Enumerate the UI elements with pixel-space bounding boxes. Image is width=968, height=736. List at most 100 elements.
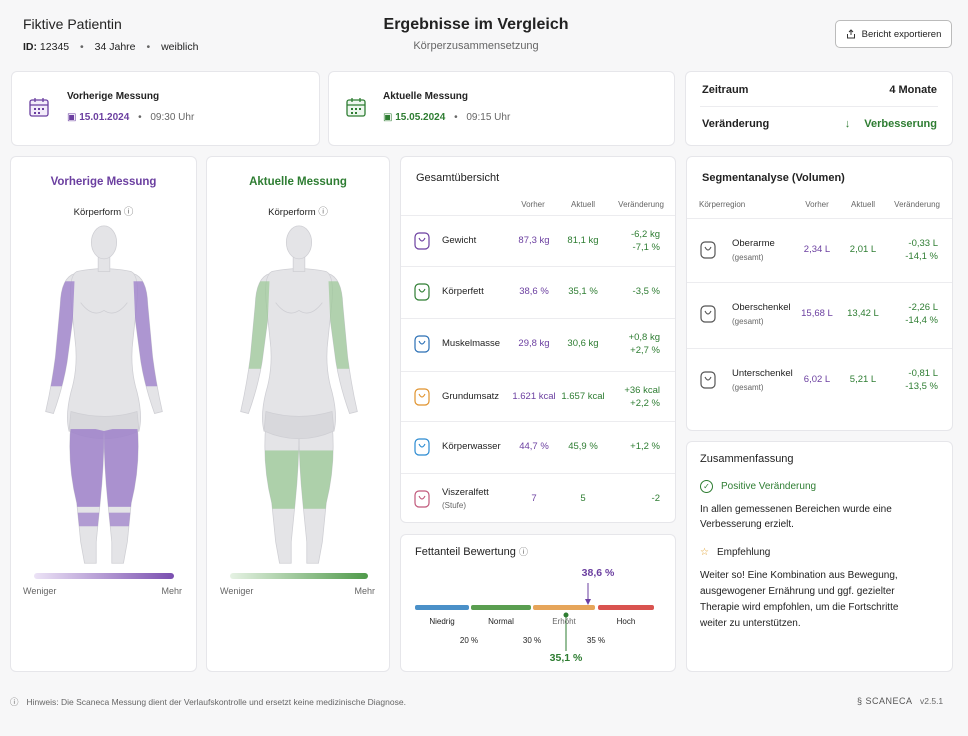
before-value: 15,68 L <box>801 308 833 319</box>
legend-high: Mehr <box>161 586 182 596</box>
summary-card: Zusammenfassung ✓ Positive Veränderung In… <box>686 441 953 672</box>
period-label: Zeitraum <box>702 84 749 96</box>
current-value: 1.657 kcal <box>561 391 605 402</box>
row-divider <box>401 266 675 267</box>
previous-marker-label: 38,6 % <box>581 567 615 579</box>
row-icon <box>700 371 716 389</box>
change-value: -0,81 L <box>908 368 938 379</box>
change-value: -2,26 L <box>908 302 938 313</box>
before-value: 29,8 kg <box>518 338 550 349</box>
patient-name: Fiktive Patientin <box>23 16 122 32</box>
current-label: Aktuelle Messung <box>383 91 469 102</box>
recommendation-title-text: Empfehlung <box>716 547 771 558</box>
body-figure <box>45 225 163 564</box>
summary-title: Zusammenfassung <box>700 453 794 465</box>
column-header: Körperregion <box>699 200 746 209</box>
previous-body-panel: Vorherige Messung Körperform ⓘ Weniger M… <box>10 156 197 672</box>
column-header: Vorher <box>521 200 545 209</box>
legend-high: Mehr <box>354 586 375 596</box>
panel-subtitle-text: Körperform <box>73 207 122 218</box>
previous-datetime: ▣ 15.01.2024 • 09:30 Uhr <box>67 112 195 123</box>
export-button[interactable]: Bericht exportieren <box>835 20 952 48</box>
change-value: ↓ Verbesserung <box>844 118 937 130</box>
previous-label: Vorherige Messung <box>67 91 160 102</box>
id-label: ID: <box>23 41 37 53</box>
before-value: 38,6 % <box>519 286 549 297</box>
metric-name: Muskelmasse <box>442 338 501 349</box>
change-value: +0,8 kg <box>628 331 660 343</box>
overview-title: Gesamtübersicht <box>416 172 500 184</box>
current-datetime: ▣ 15.05.2024 • 09:15 Uhr <box>383 112 511 123</box>
zone-label: Hoch <box>616 617 636 626</box>
metric-name: Körperfett <box>442 286 484 297</box>
row-icon <box>414 388 430 406</box>
before-value: 6,02 L <box>803 374 831 385</box>
zone-bar <box>471 605 531 610</box>
region-sub: (gesamt) <box>732 383 764 392</box>
metric-name: Viszeralfett <box>442 487 489 498</box>
current-date: 15.05.2024 <box>395 112 446 123</box>
current-value: 5,21 L <box>849 374 877 385</box>
version: v2.5.1 <box>920 696 944 706</box>
region-sub: (gesamt) <box>732 317 764 326</box>
change-value: -3,5 % <box>632 286 660 297</box>
segment-title: Segmentanalyse (Volumen) <box>702 172 845 184</box>
current-value: 30,6 kg <box>567 338 599 349</box>
legend-low: Weniger <box>220 586 254 596</box>
row-icon <box>700 305 716 323</box>
current-value: 13,42 L <box>847 308 879 319</box>
before-value: 1.621 kcal <box>512 391 556 402</box>
row-divider <box>401 473 675 474</box>
current-value: 5 <box>580 493 586 504</box>
change-value: +1,2 % <box>630 441 660 452</box>
previous-date: 15.01.2024 <box>79 112 130 123</box>
current-value: 2,01 L <box>849 244 877 255</box>
overview-card: Gesamtübersicht Vorher Aktuell Veränderu… <box>400 156 676 523</box>
change-value: -7,1 % <box>632 241 660 253</box>
before-value: 87,3 kg <box>518 235 550 246</box>
column-header: Veränderung <box>618 200 664 209</box>
fat-scale <box>415 583 654 651</box>
metric-name: Körperwasser <box>442 441 501 452</box>
zone-label: Normal <box>488 617 514 626</box>
change-value: +2,2 % <box>630 397 660 409</box>
recommendation-title: ☆ Empfehlung <box>700 547 771 558</box>
row-divider <box>687 282 952 283</box>
zone-label: Niedrig <box>429 617 455 626</box>
positive-text: In allen gemessenen Bereichen wurde eine… <box>700 504 892 530</box>
previous-time: 09:30 Uhr <box>150 112 195 123</box>
change-value: -2 <box>651 493 660 504</box>
row-divider <box>401 215 675 216</box>
before-value: 7 <box>531 493 537 504</box>
zone-bar <box>533 605 595 610</box>
column-header: Aktuell <box>850 200 875 209</box>
threshold-label: 30 % <box>522 636 542 645</box>
change-value: -6,2 kg <box>630 228 660 240</box>
row-icon <box>700 241 716 259</box>
current-marker-label: 35,1 % <box>549 652 583 664</box>
before-value: 2,34 L <box>803 244 831 255</box>
export-label: Bericht exportieren <box>861 28 942 40</box>
row-divider <box>687 348 952 349</box>
panel-subtitle: Körperform ⓘ <box>268 207 328 218</box>
note-text: Die Scaneca Messung dient der Verlaufsko… <box>61 697 406 707</box>
panel-title: Aktuelle Messung <box>249 176 347 188</box>
threshold-label: 20 % <box>459 636 479 645</box>
page-subtitle: Körperzusammensetzung <box>413 40 539 52</box>
legend-low: Weniger <box>23 586 57 596</box>
current-value: 81,1 kg <box>567 235 599 246</box>
page-title: Ergebnisse im Vergleich <box>383 16 569 33</box>
current-time: 09:15 Uhr <box>466 112 511 123</box>
row-icon <box>414 283 430 301</box>
change-value: -14,1 % <box>905 251 938 262</box>
change-value: -0,33 L <box>908 238 938 249</box>
positive-title: ✓ Positive Veränderung <box>700 480 816 493</box>
current-marker-head <box>563 612 569 618</box>
calendar-icon <box>29 98 49 117</box>
threshold-label: 35 % <box>586 636 606 645</box>
panel-subtitle: Körperform ⓘ <box>73 207 134 218</box>
change-value: +36 kcal <box>624 384 660 396</box>
zone-bar <box>598 605 654 610</box>
positive-title-text: Positive Veränderung <box>721 481 817 492</box>
change-label: Veränderung <box>702 118 770 130</box>
